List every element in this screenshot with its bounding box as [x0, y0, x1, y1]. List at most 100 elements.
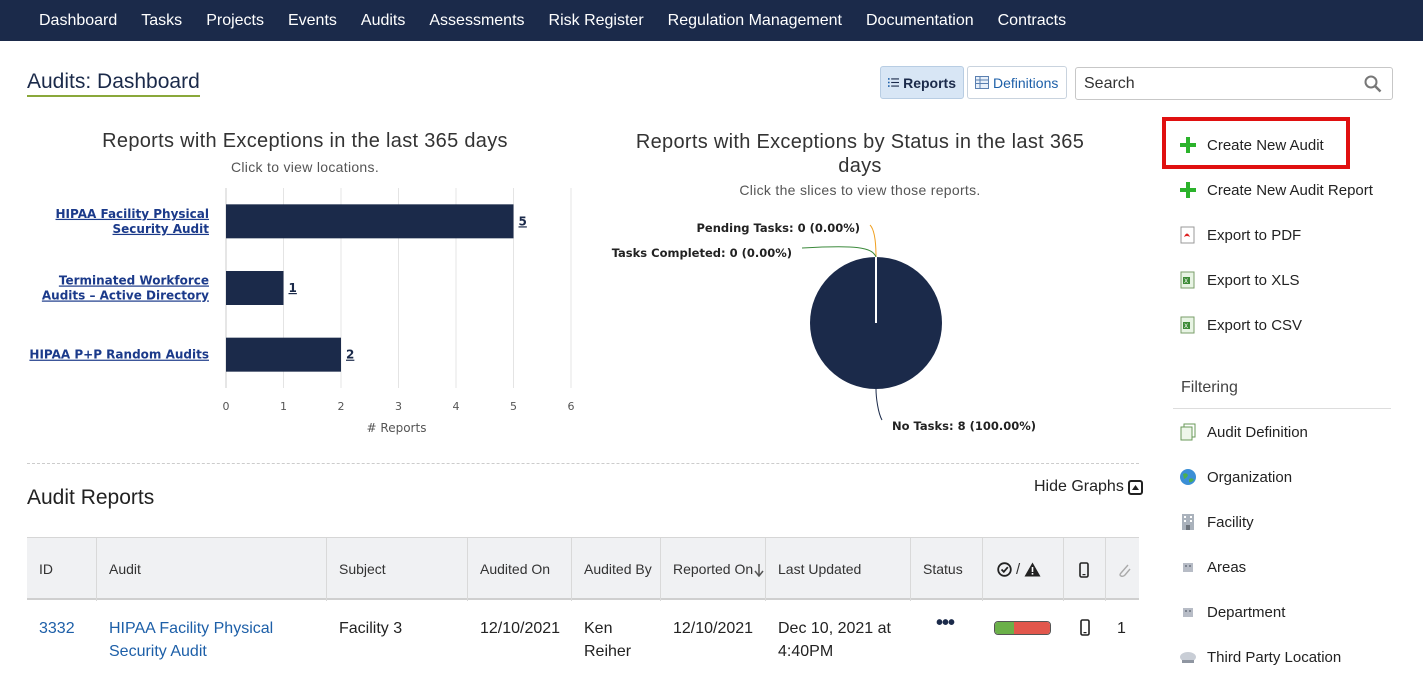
progress-remaining: [1014, 622, 1050, 634]
cell-reported-on: 12/10/2021: [673, 620, 754, 637]
export-pdf-button[interactable]: Export to PDF: [1163, 215, 1301, 255]
bar[interactable]: [226, 337, 341, 372]
page-title: Audits: Dashboard: [27, 70, 200, 97]
nav-risk-register[interactable]: Risk Register: [548, 11, 644, 29]
nav-audits[interactable]: Audits: [360, 11, 406, 29]
column-audited-by[interactable]: Audited By: [572, 538, 661, 601]
category-label[interactable]: Terminated Workforce Audits – Active Dire…: [42, 274, 209, 303]
cell-last-updated: Dec 10, 2021 at 4:40PM: [778, 620, 891, 661]
bar[interactable]: [226, 271, 284, 305]
hide-graphs-label: Hide Graphs: [1034, 478, 1124, 495]
globe-icon: [1180, 469, 1196, 485]
reports-view-label: Reports: [903, 74, 956, 91]
x-tick-label: 1: [280, 400, 287, 413]
nav-contracts[interactable]: Contracts: [997, 11, 1067, 29]
category-label[interactable]: HIPAA P+P Random Audits: [29, 348, 209, 362]
search-icon[interactable]: [1364, 75, 1382, 93]
column-last-updated[interactable]: Last Updated: [766, 538, 911, 601]
filter-areas[interactable]: Areas: [1163, 547, 1246, 587]
task-progress-bar: [994, 621, 1051, 635]
nav-dashboard[interactable]: Dashboard: [39, 11, 118, 29]
x-tick-label: 5: [510, 400, 517, 413]
reports-view-button[interactable]: Reports: [880, 66, 964, 99]
nav-tasks[interactable]: Tasks: [141, 11, 183, 29]
nav-events[interactable]: Events: [287, 11, 337, 29]
mobile-icon: [1079, 561, 1089, 578]
cell-subject: Facility 3: [339, 620, 403, 637]
audit-reports-heading: Audit Reports: [27, 486, 155, 509]
column-reported-on[interactable]: Reported On: [661, 538, 766, 601]
pie-data-label: Pending Tasks: 0 (0.00%): [697, 221, 861, 235]
definitions-view-button[interactable]: Definitions: [967, 66, 1067, 99]
bar-value-label: 2: [346, 348, 354, 362]
top-navigation: Dashboard Tasks Projects Events Audits A…: [0, 0, 1423, 41]
nav-projects[interactable]: Projects: [206, 11, 264, 29]
column-audited-on[interactable]: Audited On: [468, 538, 572, 601]
xls-icon: X: [1180, 271, 1195, 289]
collapse-icon: [1127, 479, 1143, 495]
pie-chart: Pending Tasks: 0 (0.00%) Tasks Completed:…: [612, 221, 1036, 433]
section-divider: [27, 463, 1139, 464]
filter-organization[interactable]: Organization: [1163, 457, 1292, 497]
column-subject[interactable]: Subject: [327, 538, 468, 601]
filter-audit-definition[interactable]: Audit Definition: [1163, 412, 1308, 452]
report-audit-link[interactable]: HIPAA Facility Physical Security Audit: [109, 620, 274, 661]
export-xls-button[interactable]: X Export to XLS: [1163, 260, 1300, 300]
search-input[interactable]: [1084, 75, 1354, 93]
svg-text:X: X: [1184, 278, 1188, 285]
report-id-link[interactable]: 3332: [39, 620, 75, 637]
mobile-icon: [1080, 619, 1090, 636]
nav-documentation[interactable]: Documentation: [866, 11, 974, 29]
bar[interactable]: [226, 204, 514, 239]
cell-id: 3332: [27, 617, 97, 640]
pie-data-label: No Tasks: 8 (100.00%): [892, 419, 1036, 433]
column-id[interactable]: ID: [27, 538, 97, 601]
progress-completed: [995, 622, 1015, 634]
nav-assessments[interactable]: Assessments: [429, 11, 525, 29]
cell-attachment-count: 1: [1117, 620, 1126, 637]
bar-chart-title: Reports with Exceptions in the last 365 …: [102, 130, 508, 152]
category-label[interactable]: HIPAA Facility Physical Security Audit: [56, 207, 210, 236]
pdf-icon: [1180, 226, 1195, 244]
filter-third-party-location[interactable]: Third Party Location: [1163, 637, 1341, 677]
column-attachments[interactable]: [1106, 538, 1139, 601]
status-menu-button[interactable]: •••: [936, 612, 955, 634]
nav-regulation-management[interactable]: Regulation Management: [667, 11, 842, 29]
column-mobile[interactable]: [1064, 538, 1106, 601]
x-axis-label: # Reports: [367, 421, 427, 435]
sort-desc-icon: [754, 563, 764, 577]
warning-icon: [1024, 562, 1041, 577]
column-tasks-exceptions[interactable]: /: [983, 538, 1064, 601]
create-new-audit-report-button[interactable]: Create New Audit Report: [1163, 170, 1373, 210]
hide-graphs-button[interactable]: Hide Graphs: [1034, 478, 1143, 496]
pie-data-label: Tasks Completed: 0 (0.00%): [612, 246, 792, 260]
export-pdf-label: Export to PDF: [1207, 226, 1302, 244]
export-csv-label: Export to CSV: [1207, 316, 1303, 334]
filter-areas-label: Areas: [1207, 558, 1247, 576]
create-new-audit-button[interactable]: Create New Audit: [1163, 125, 1324, 165]
list-icon: [888, 78, 900, 87]
pie-chart-title: Reports with Exceptions by Status in the…: [600, 130, 1120, 178]
table-header: ID Audit Subject Audited On Audited By R…: [27, 537, 1139, 601]
column-status[interactable]: Status: [911, 538, 983, 601]
export-csv-button[interactable]: X Export to CSV: [1163, 305, 1302, 345]
create-new-audit-highlight: [1162, 117, 1350, 169]
filter-facility[interactable]: Facility: [1163, 502, 1254, 542]
tasks-completed-connector: [801, 246, 877, 258]
x-tick-label: 3: [395, 400, 402, 413]
paperclip-icon: [1119, 564, 1131, 577]
area-icon: [1183, 563, 1193, 572]
filter-organization-label: Organization: [1207, 468, 1293, 486]
plus-icon: [1180, 182, 1196, 198]
cell-audited-by: Ken Reiher: [584, 620, 632, 661]
definitions-view-label: Definitions: [993, 74, 1059, 91]
cloud-icon: [1180, 652, 1196, 663]
csv-icon: X: [1180, 316, 1195, 334]
bar-value-label: 5: [519, 214, 527, 228]
filter-department[interactable]: Department: [1163, 592, 1285, 632]
create-new-audit-label: Create New Audit: [1207, 136, 1324, 154]
separator-slash: /: [1016, 561, 1021, 578]
column-audit[interactable]: Audit: [97, 538, 327, 601]
filter-audit-definition-label: Audit Definition: [1207, 423, 1308, 441]
filter-third-party-location-label: Third Party Location: [1207, 648, 1342, 666]
